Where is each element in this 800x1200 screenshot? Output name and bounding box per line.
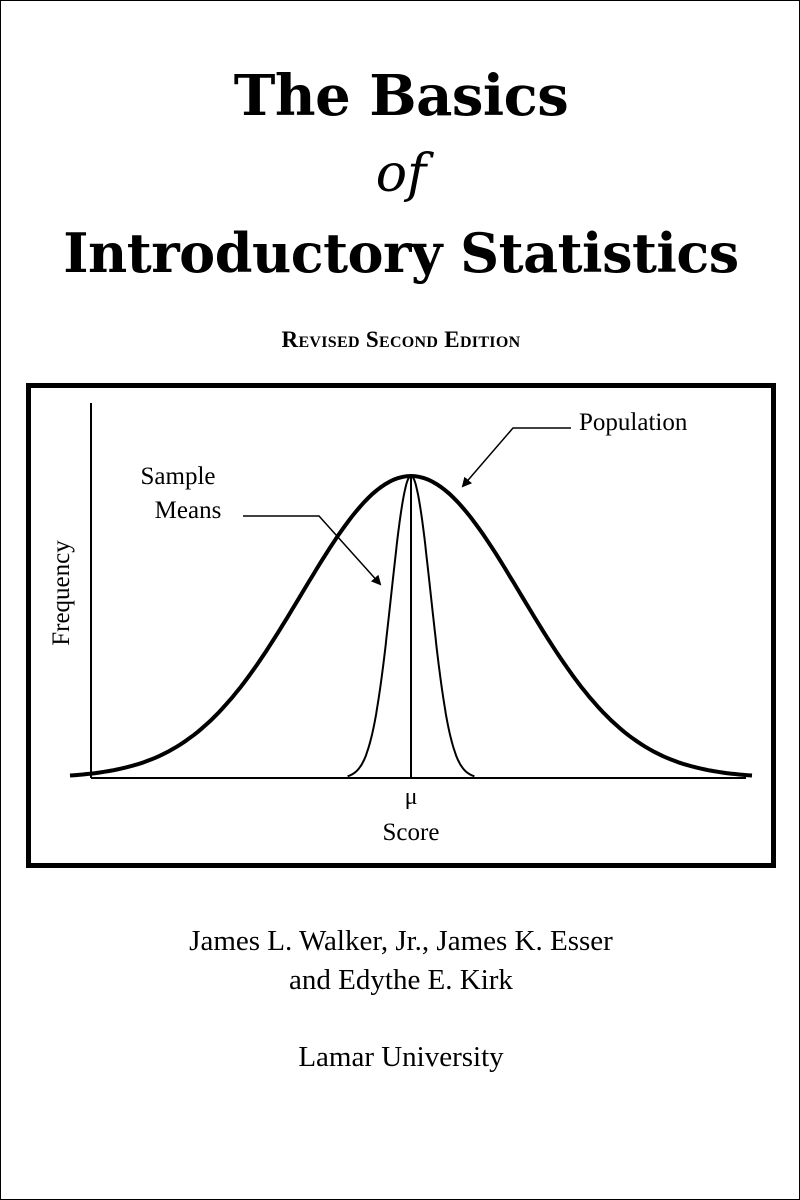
title-line-1: The Basics bbox=[233, 63, 569, 129]
x-axis-label: Score bbox=[383, 819, 440, 846]
edition-label: Revised Second Edition bbox=[281, 327, 521, 352]
distribution-figure: Population Sample Means μ Score Frequenc… bbox=[26, 383, 776, 868]
authors-line-1: James L. Walker, Jr., James K. Esser bbox=[189, 925, 613, 957]
distribution-chart: Population Sample Means μ Score Frequenc… bbox=[48, 403, 753, 846]
sample-means-curve bbox=[347, 474, 475, 778]
title-line-3: Introductory Statistics bbox=[63, 221, 739, 285]
title-line-2: of bbox=[375, 144, 427, 204]
sample-means-pointer bbox=[243, 515, 382, 586]
x-tick-mu: μ bbox=[405, 784, 418, 810]
institution: Lamar University bbox=[298, 1041, 504, 1073]
authors-line-2: and Edythe E. Kirk bbox=[289, 964, 513, 996]
population-pointer bbox=[461, 427, 571, 488]
annotation-sample-means-line1: Sample bbox=[141, 463, 216, 490]
annotation-sample-means-line2: Means bbox=[155, 497, 222, 524]
annotation-population: Population bbox=[579, 409, 688, 436]
y-axis-label: Frequency bbox=[48, 540, 75, 646]
